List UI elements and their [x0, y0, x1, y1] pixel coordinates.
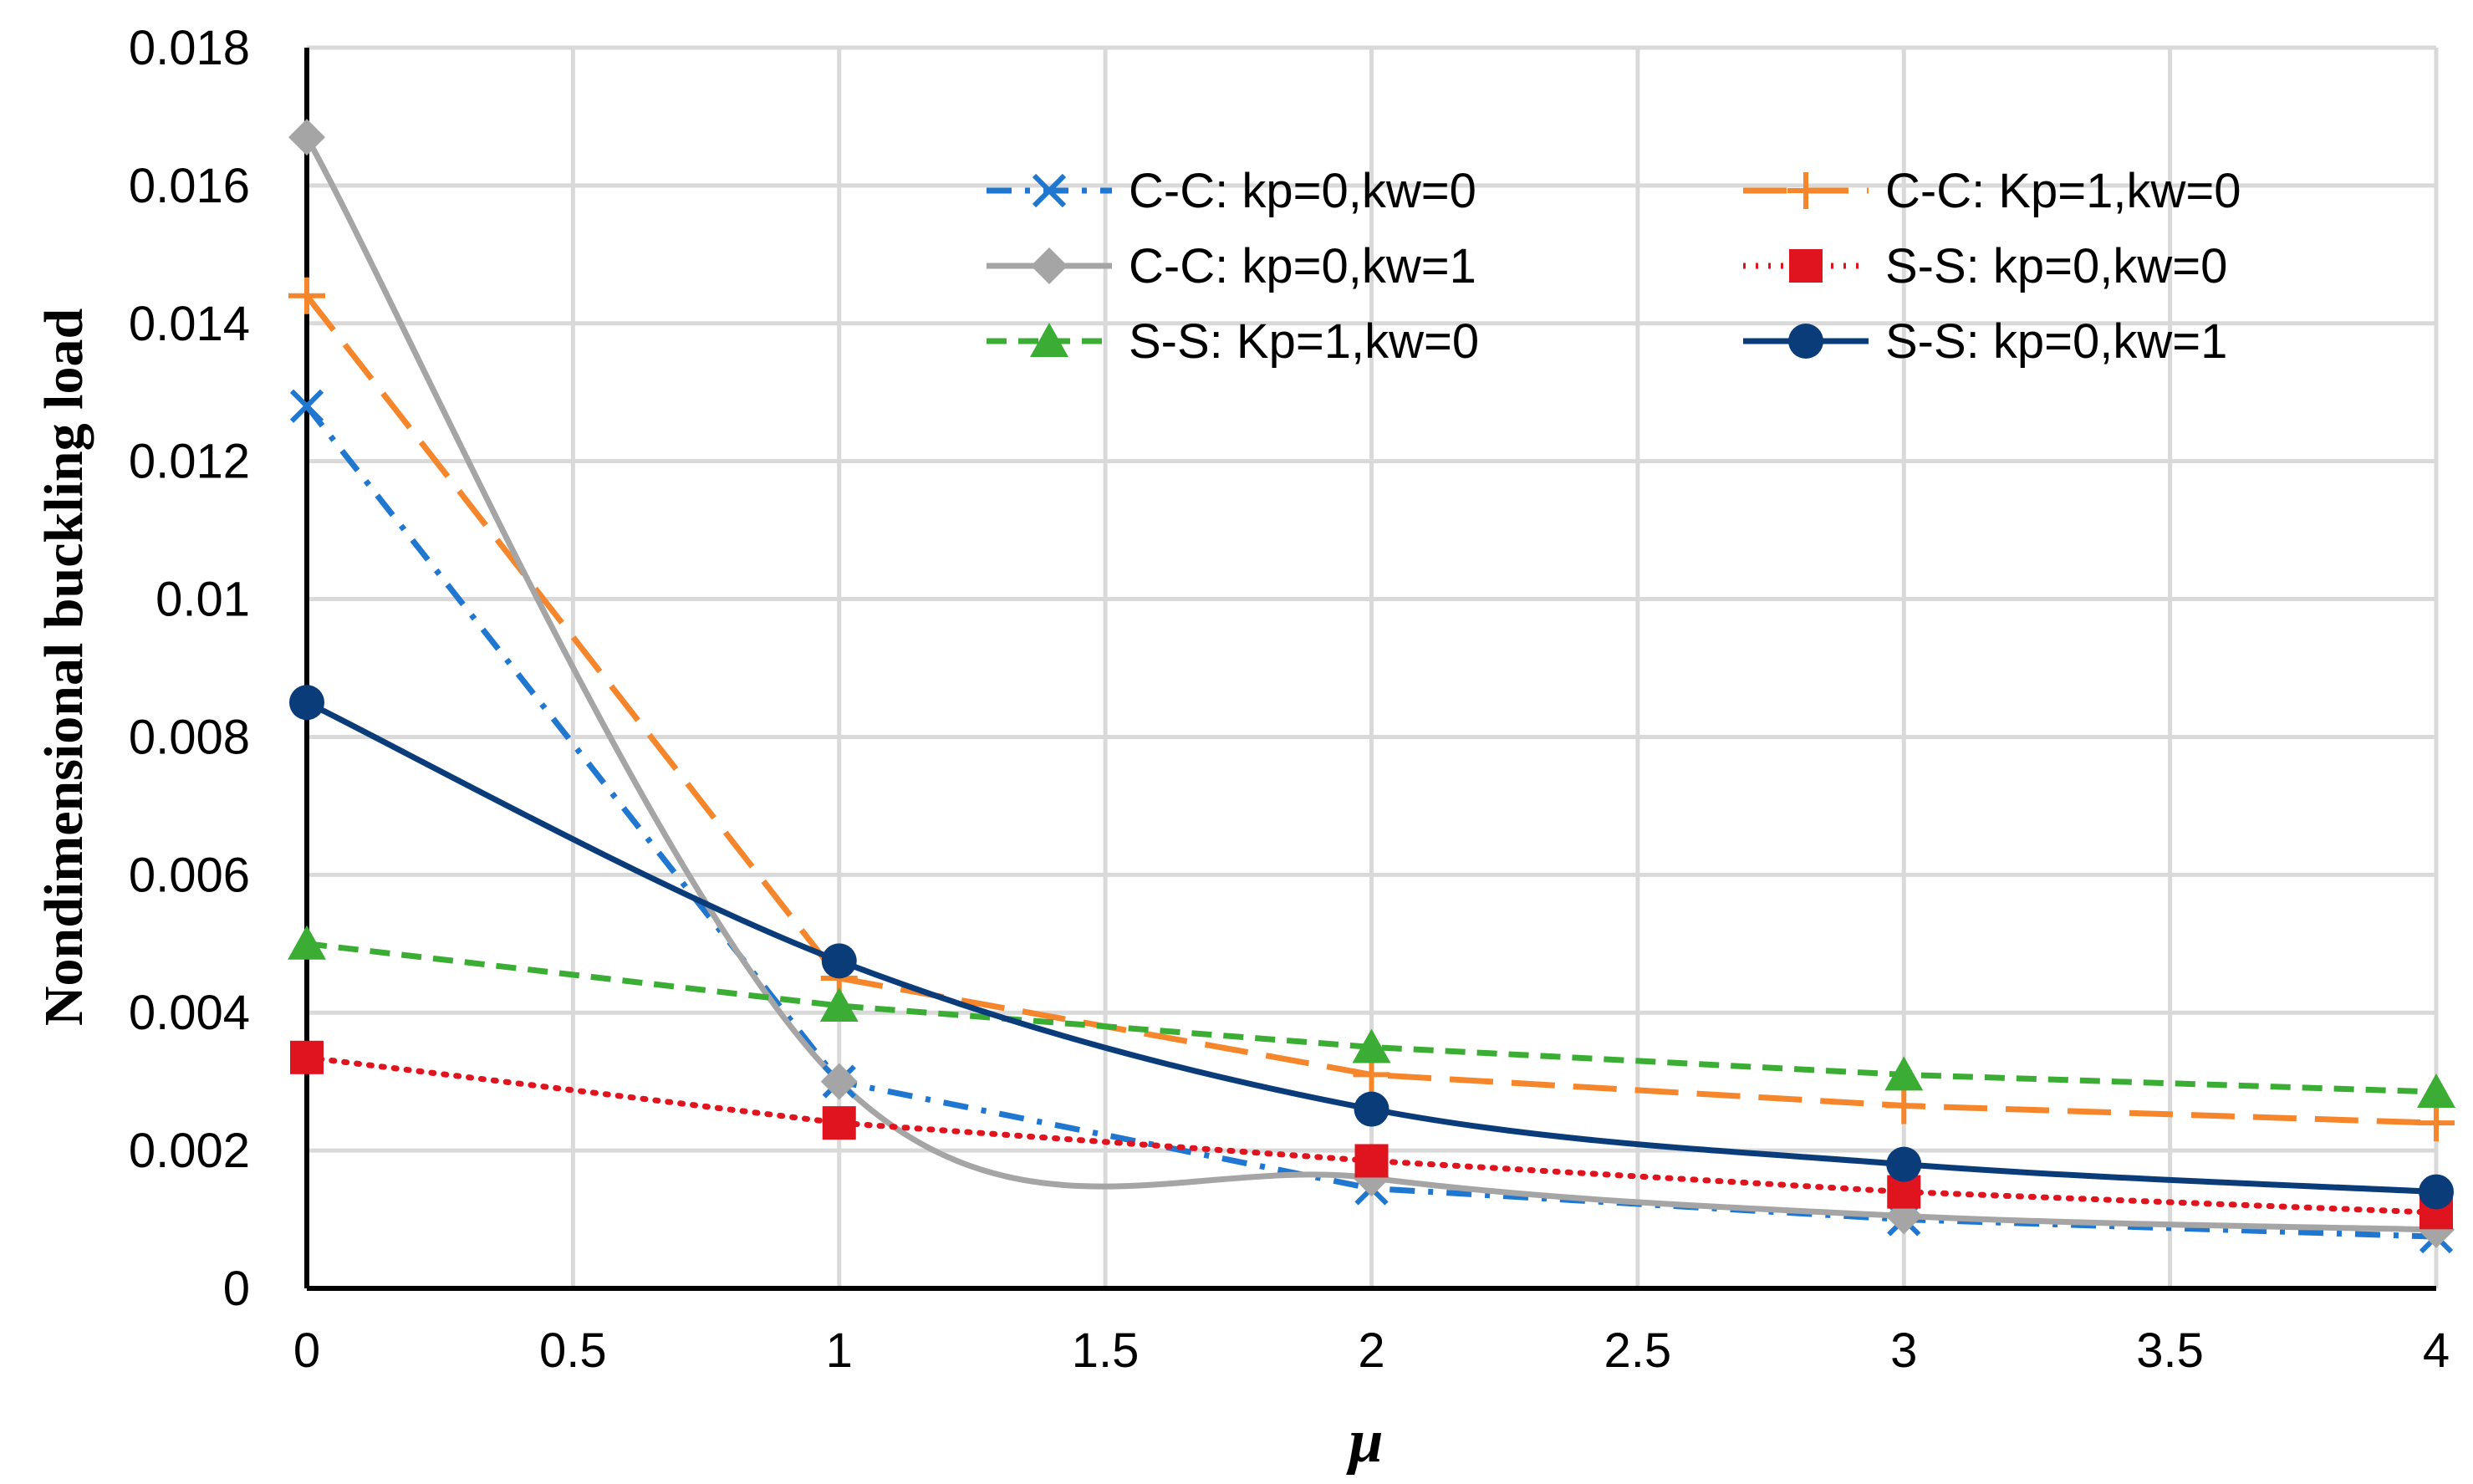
- x-tick-label: 3.5: [2136, 1323, 2204, 1378]
- legend-label: S-S: kp=0,kw=1: [1885, 314, 2227, 369]
- x-tick-label: 3: [1890, 1323, 1917, 1378]
- legend: C-C: kp=0,kw=0 C-C: Kp=1,kw=0 C-C: kp=0,kw…: [987, 164, 2241, 369]
- series-line-s-s-kp-1-kw-0: [306, 941, 2437, 1095]
- data-point-c-c-kp-1-kw-0-4: [2418, 1104, 2455, 1142]
- x-tick-label: 0.5: [539, 1323, 607, 1378]
- data-point-s-s-kp-1-kw-0-2: [1352, 1028, 1391, 1063]
- y-tick-label: 0.012: [129, 435, 250, 489]
- x-tick-label: 4: [2423, 1323, 2450, 1378]
- data-point-s-s-kp-0-kw-0-2: [1354, 1144, 1389, 1178]
- data-point-s-s-kp-0-kw-1-4: [2419, 1174, 2454, 1210]
- legend-label: C-C: kp=0,kw=1: [1129, 239, 1476, 293]
- data-point-s-s-kp-0-kw-0-1: [822, 1106, 856, 1140]
- x-tick-label: 1: [826, 1323, 853, 1378]
- y-tick-label: 0.016: [129, 159, 250, 213]
- y-tick-label: 0.014: [129, 297, 250, 351]
- y-tick-label: 0.01: [156, 573, 250, 627]
- legend-swatch-marker: [1788, 324, 1823, 359]
- legend-swatch-marker: [1032, 173, 1067, 208]
- y-tick-label: 0.018: [129, 21, 250, 75]
- x-tick-label: 0: [293, 1323, 320, 1378]
- series-markers: [288, 119, 2455, 1254]
- legend-label: C-C: Kp=1,kw=0: [1885, 164, 2241, 218]
- x-tick-label: 2.5: [1604, 1323, 1672, 1378]
- data-point-s-s-kp-0-kw-1-2: [1354, 1091, 1389, 1127]
- data-point-s-s-kp-1-kw-0-3: [1884, 1056, 1924, 1091]
- x-tick-label: 1.5: [1072, 1323, 1140, 1378]
- series-line-c-c-kp-1-kw-0: [304, 293, 2437, 1126]
- data-point-s-s-kp-1-kw-0-0: [288, 925, 326, 960]
- y-tick-label: 0: [223, 1262, 250, 1316]
- legend-label: C-C: kp=0,kw=0: [1129, 164, 1476, 218]
- legend-label: S-S: kp=0,kw=0: [1885, 239, 2227, 293]
- y-tick-label: 0.002: [129, 1124, 250, 1178]
- series-line-c-c-kp-0-kw-1: [303, 135, 2437, 1233]
- legend-item-c-c-kp-0-kw-1: C-C: kp=0,kw=1: [987, 239, 1476, 293]
- y-axis-title: Nondimensional buckling load: [33, 309, 94, 1026]
- data-point-s-s-kp-0-kw-1-1: [821, 943, 857, 979]
- data-point-c-c-kp-0-kw-1-1: [820, 1063, 858, 1100]
- series-lines: [303, 135, 2440, 1240]
- data-point-c-c-kp-1-kw-0-0: [288, 277, 325, 314]
- x-axis-title: μ: [1345, 1407, 1383, 1476]
- data-point-s-s-kp-1-kw-0-4: [2417, 1073, 2455, 1109]
- legend-item-c-c-kp-1-kw-0: C-C: Kp=1,kw=0: [1743, 164, 2241, 218]
- data-point-c-c-kp-0-kw-1-0: [288, 119, 325, 156]
- data-point-s-s-kp-0-kw-1-0: [289, 685, 324, 721]
- x-tick-label: 2: [1358, 1323, 1384, 1378]
- legend-swatch-marker: [1787, 172, 1824, 209]
- legend-label: S-S: Kp=1,kw=0: [1129, 314, 1479, 369]
- y-tick-label: 0.004: [129, 986, 250, 1040]
- data-point-c-c-kp-0-kw-0-0: [289, 389, 324, 423]
- legend-swatch-marker: [1030, 323, 1068, 357]
- y-tick-label: 0.006: [129, 848, 250, 902]
- legend-swatch-marker: [1031, 247, 1068, 284]
- axes: 0 0.5 1 1.5 2 2.5 3 3.5 4 0 0.002 0.004 0.006 0.008 0.…: [129, 21, 2450, 1378]
- data-point-s-s-kp-0-kw-0-0: [290, 1040, 324, 1074]
- legend-item-s-s-kp-0-kw-0: S-S: kp=0,kw=0: [1743, 239, 2227, 293]
- data-point-s-s-kp-1-kw-0-1: [819, 987, 859, 1022]
- legend-item-c-c-kp-0-kw-0: C-C: kp=0,kw=0: [987, 164, 1476, 218]
- legend-swatch-marker: [1789, 249, 1823, 283]
- data-point-s-s-kp-0-kw-1-3: [1886, 1146, 1922, 1182]
- data-point-c-c-kp-1-kw-0-3: [1885, 1087, 1923, 1124]
- legend-item-s-s-kp-1-kw-0: S-S: Kp=1,kw=0: [987, 314, 1479, 369]
- legend-item-s-s-kp-0-kw-1: S-S: kp=0,kw=1: [1743, 314, 2227, 369]
- y-tick-label: 0.008: [129, 710, 250, 764]
- gridlines: [307, 45, 2439, 1288]
